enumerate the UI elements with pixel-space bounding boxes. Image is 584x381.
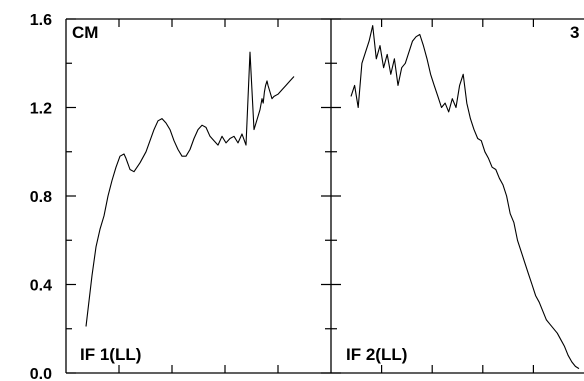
- panel-label-if1: IF 1(LL): [80, 345, 141, 364]
- series-line-panel-1: [85, 51, 295, 327]
- ticks: [66, 18, 535, 374]
- y-tick-label: 1.2: [30, 101, 52, 118]
- panel-label-if2: IF 2(LL): [346, 345, 407, 364]
- y-tick-labels: 1.6 1.2 0.8 0.4 0.0: [30, 12, 52, 381]
- corner-label-right: 3: [570, 23, 579, 42]
- series-lines: [85, 25, 580, 370]
- y-tick-label: 0.8: [30, 189, 52, 206]
- y-tick-label: 0.4: [30, 278, 52, 295]
- y-tick-label: 1.6: [30, 12, 52, 29]
- y-tick-label: 0.0: [30, 366, 52, 381]
- series-line-panel-2: [350, 25, 580, 370]
- corner-label-left: CM: [72, 23, 98, 42]
